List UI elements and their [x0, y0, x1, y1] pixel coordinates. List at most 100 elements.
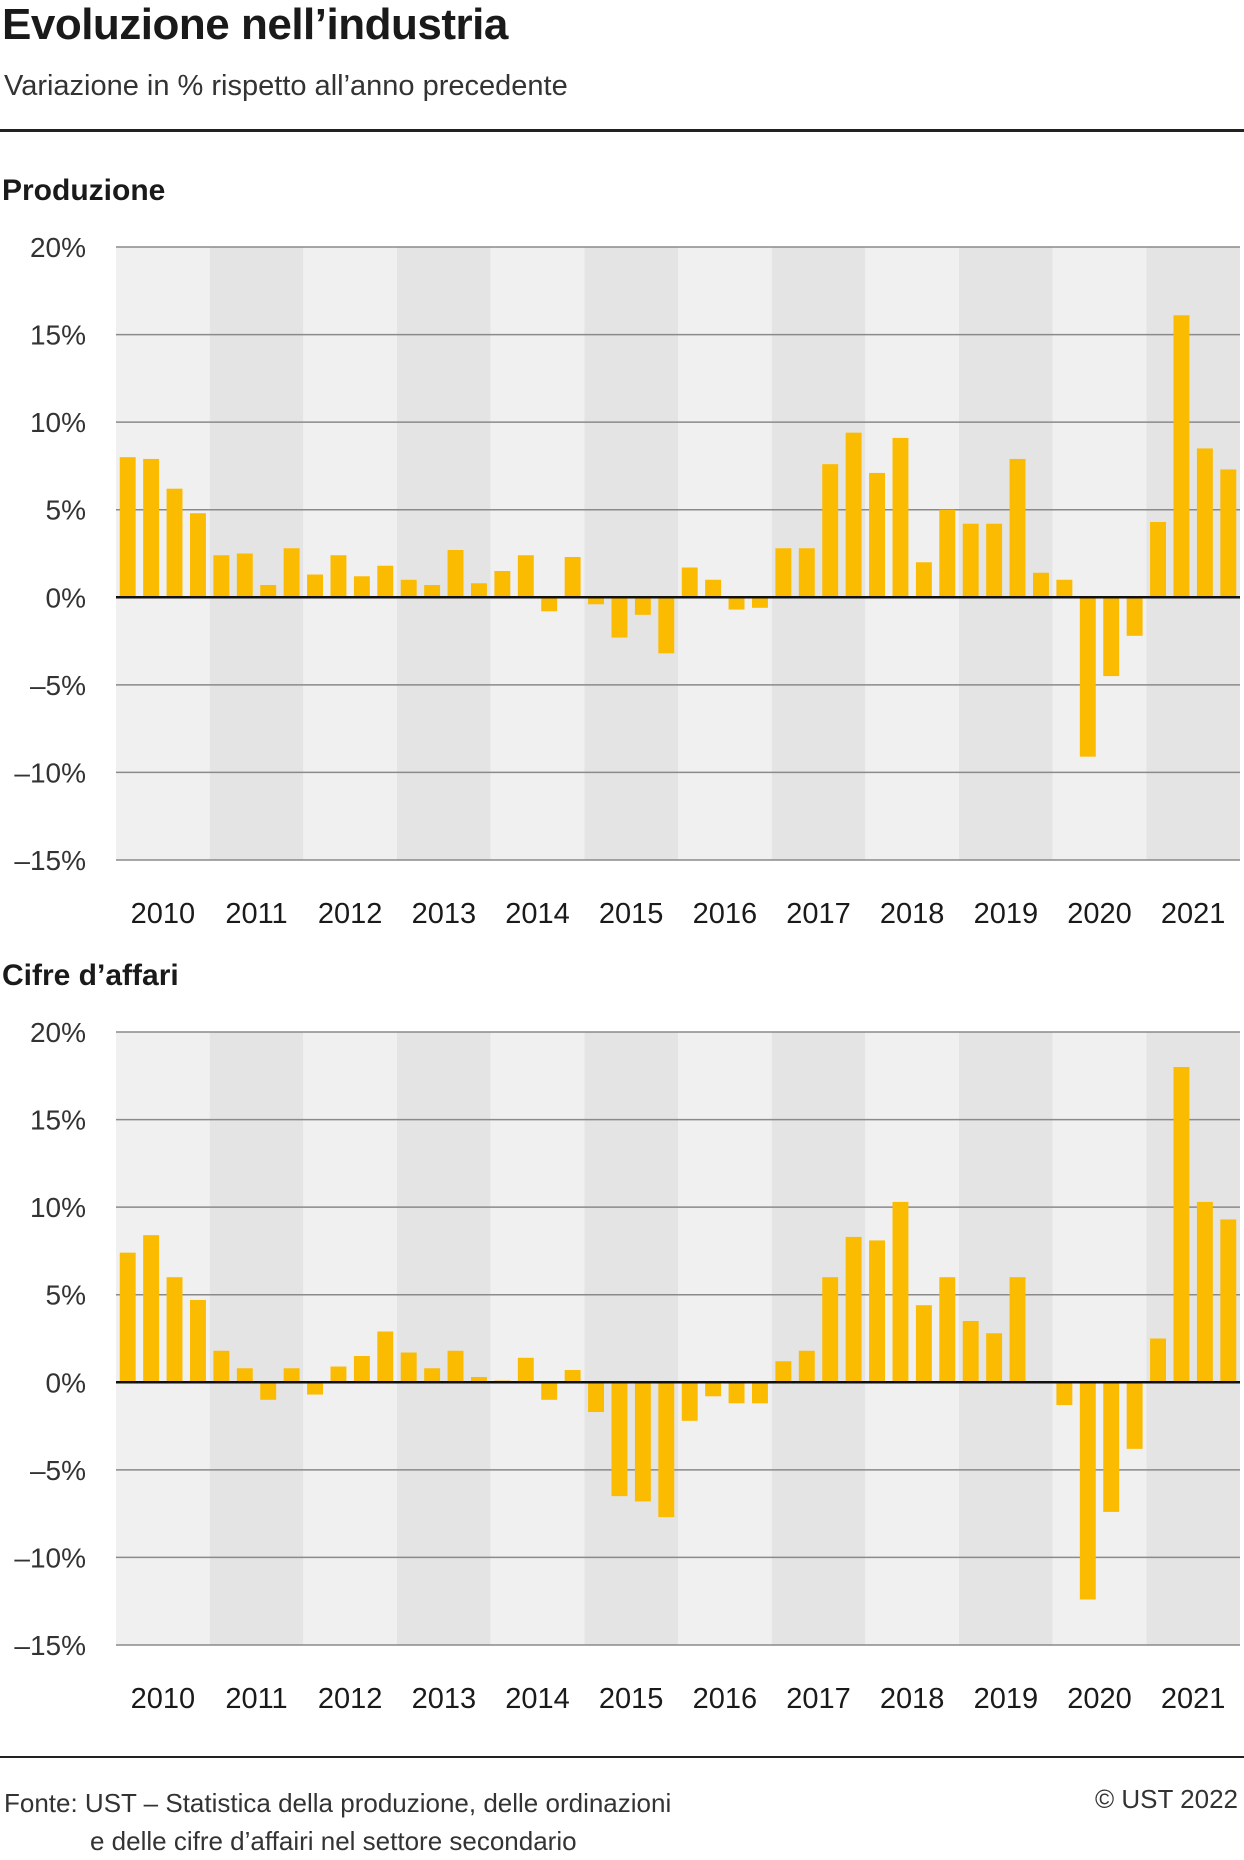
bar-2021-q4	[1220, 1219, 1236, 1382]
copyright: © UST 2022	[1095, 1784, 1238, 1815]
bar-2020-q4	[1127, 1382, 1143, 1449]
y-tick-label: 20%	[30, 232, 86, 263]
x-tick-label-2013: 2013	[412, 898, 477, 930]
bar-2021-q4	[1220, 469, 1236, 597]
bar-2010-q1	[120, 1253, 136, 1383]
bar-2016-q1	[682, 568, 698, 598]
bar-2020-q2	[1080, 1382, 1096, 1599]
bar-2015-q4	[658, 1382, 674, 1517]
x-tick-label-2015: 2015	[599, 898, 664, 930]
year-band-2015	[584, 247, 678, 860]
x-tick-label-2012: 2012	[318, 898, 383, 930]
year-band-2013	[397, 247, 491, 860]
bar-2014-q2	[518, 555, 534, 597]
source-line-2: e delle cifre d’affairi nel settore seco…	[4, 1822, 671, 1860]
bar-2017-q2	[799, 1351, 815, 1383]
bar-2015-q2	[611, 1382, 627, 1496]
bar-2020-q1	[1056, 580, 1072, 598]
bar-2019-q2	[986, 1333, 1002, 1382]
bar-2017-q1	[775, 548, 791, 597]
year-band-2020	[1053, 247, 1147, 860]
chart-title: Cifre d’affari	[2, 959, 179, 992]
chart-cifre-affari: Cifre d’affari20%15%10%5%0%–5%–10%–15%20…	[0, 955, 1244, 1725]
bar-2015-q1	[588, 1382, 604, 1412]
bar-2021-q1	[1150, 522, 1166, 597]
bar-2015-q3	[635, 1382, 651, 1501]
top-rule	[0, 129, 1244, 132]
bar-2010-q3	[167, 1277, 183, 1382]
bar-2014-q3	[541, 597, 557, 611]
x-tick-label-2012: 2012	[318, 1683, 383, 1715]
bar-2013-q1	[401, 1353, 417, 1383]
bar-2021-q1	[1150, 1339, 1166, 1383]
bar-2019-q1	[963, 1321, 979, 1382]
y-tick-label: 0%	[46, 1367, 86, 1398]
bar-2012-q4	[377, 1331, 393, 1382]
bar-2014-q4	[565, 557, 581, 597]
x-tick-label-2016: 2016	[693, 898, 758, 930]
bar-2021-q2	[1173, 315, 1189, 597]
x-tick-label-2021: 2021	[1161, 898, 1226, 930]
bar-2012-q1	[307, 1382, 323, 1394]
bar-2020-q3	[1103, 597, 1119, 676]
bar-2012-q4	[377, 566, 393, 598]
bar-2020-q4	[1127, 597, 1143, 636]
x-tick-label-2011: 2011	[225, 898, 287, 930]
year-band-2016	[678, 1032, 772, 1645]
x-tick-label-2018: 2018	[880, 1683, 945, 1715]
year-band-2012	[303, 247, 397, 860]
bar-2010-q1	[120, 457, 136, 597]
bar-2013-q2	[424, 585, 440, 597]
bar-2011-q3	[260, 585, 276, 597]
y-tick-label: 0%	[46, 582, 86, 613]
y-tick-label: 10%	[30, 407, 86, 438]
bar-2010-q4	[190, 513, 206, 597]
year-band-2015	[584, 1032, 678, 1645]
bar-2016-q1	[682, 1382, 698, 1421]
bar-2012-q3	[354, 576, 370, 597]
bar-2014-q3	[541, 1382, 557, 1400]
year-band-2020	[1053, 1032, 1147, 1645]
bar-2013-q4	[471, 583, 487, 597]
y-tick-label: –5%	[30, 1455, 86, 1486]
y-tick-label: 20%	[30, 1017, 86, 1048]
bar-2017-q4	[846, 1237, 862, 1382]
x-tick-label-2010: 2010	[131, 1683, 196, 1715]
bar-2018-q4	[939, 510, 955, 598]
bar-2011-q1	[213, 555, 229, 597]
bar-2016-q2	[705, 1382, 721, 1396]
x-tick-label-2020: 2020	[1067, 898, 1132, 930]
bar-2017-q3	[822, 464, 838, 597]
source-note: Fonte: UST – Statistica della produzione…	[4, 1784, 671, 1860]
bar-2019-q1	[963, 524, 979, 598]
bar-2010-q2	[143, 1235, 159, 1382]
bar-2018-q3	[916, 562, 932, 597]
bar-2019-q4	[1033, 573, 1049, 598]
y-tick-label: –5%	[30, 670, 86, 701]
bar-2020-q2	[1080, 597, 1096, 756]
bar-2014-q4	[565, 1370, 581, 1382]
bar-2015-q2	[611, 597, 627, 637]
bar-2010-q3	[167, 489, 183, 598]
bar-2011-q1	[213, 1351, 229, 1383]
bar-2014-q1	[494, 571, 510, 597]
y-tick-label: –10%	[14, 1542, 86, 1573]
bar-2019-q3	[1010, 459, 1026, 597]
x-tick-label-2011: 2011	[225, 1683, 287, 1715]
bar-2012-q2	[330, 555, 346, 597]
x-tick-label-2017: 2017	[786, 1683, 851, 1715]
chart-title: Produzione	[2, 174, 165, 207]
bar-2018-q2	[892, 438, 908, 597]
bar-2017-q3	[822, 1277, 838, 1382]
bar-2019-q2	[986, 524, 1002, 598]
x-tick-label-2019: 2019	[974, 1683, 1039, 1715]
year-band-2016	[678, 247, 772, 860]
bar-2010-q2	[143, 459, 159, 597]
bar-2011-q4	[284, 548, 300, 597]
bar-2016-q3	[729, 1382, 745, 1403]
bar-2010-q4	[190, 1300, 206, 1382]
bar-2011-q2	[237, 554, 253, 598]
bar-2012-q2	[330, 1367, 346, 1383]
bar-2013-q2	[424, 1368, 440, 1382]
